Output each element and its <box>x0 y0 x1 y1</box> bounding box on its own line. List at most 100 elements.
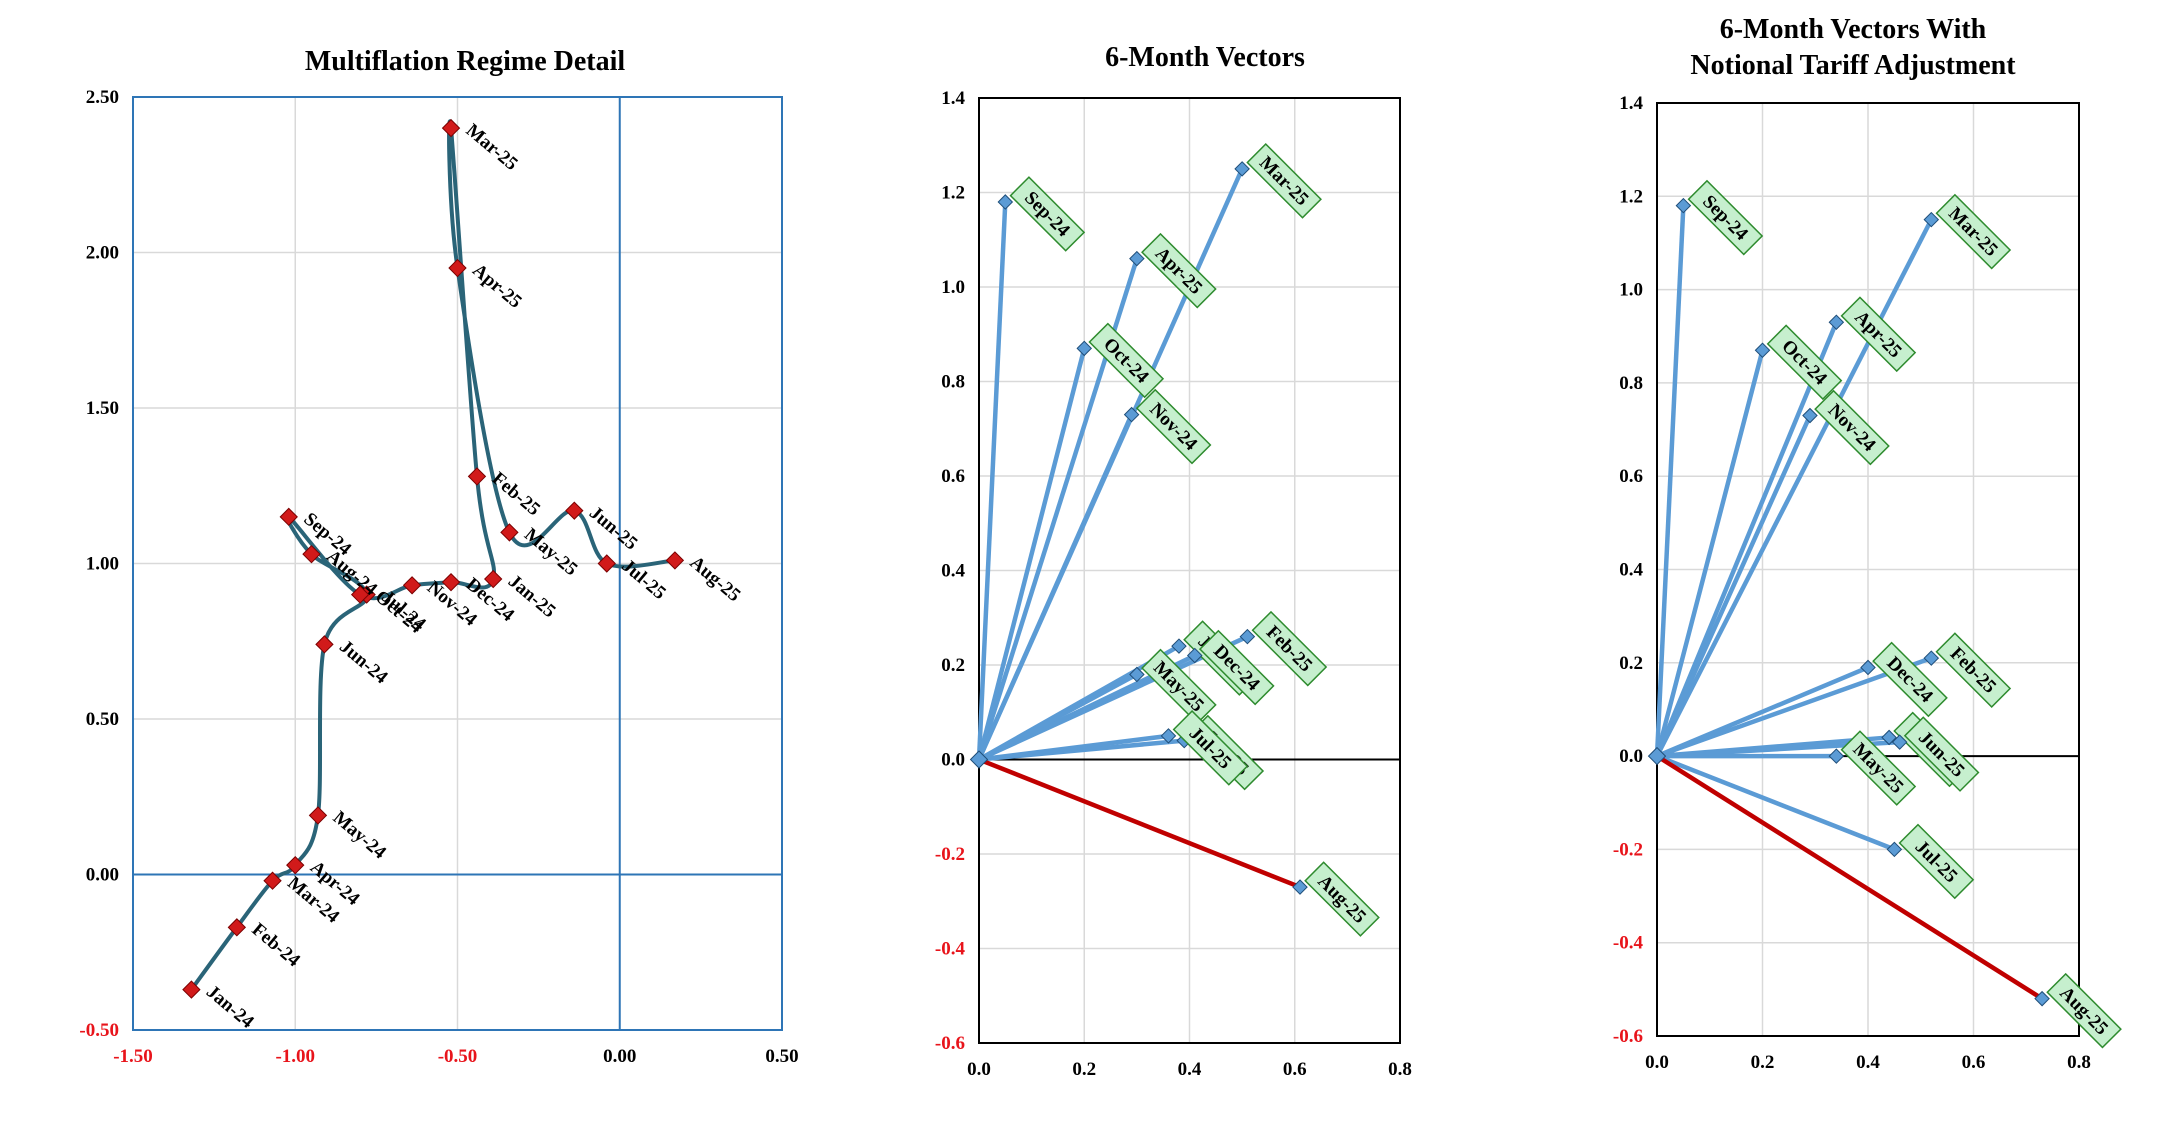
data-point <box>448 258 467 278</box>
chart-plot: 1.41.21.00.80.60.40.20.0-0.2-0.4-0.60.0 0… <box>935 88 1412 1080</box>
data-point <box>263 871 282 890</box>
y-tick-label: 0.2 <box>941 655 965 676</box>
data-label: Jun-25 <box>1903 716 1980 792</box>
y-tick-label: 1.50 <box>86 398 119 419</box>
vector-endpoint <box>2034 990 2050 1007</box>
plot-frame <box>978 97 1401 1044</box>
y-tick-label: 0.6 <box>941 466 965 487</box>
vector-line <box>977 672 1138 762</box>
data-label-box <box>1198 629 1275 706</box>
y-tick-label: 0.0 <box>1619 746 1643 767</box>
data-label-box <box>2046 972 2122 1049</box>
y-tick-label: -0.50 <box>79 1020 119 1041</box>
x-tick-label: 0.50 <box>765 1046 798 1067</box>
chart-six-month-vectors: 6-Month Vectors 1.4 1.2 1.0 0.8 0.6 0.4 0.2 0.0… <box>800 0 1500 1130</box>
data-label: Aug-25 <box>686 552 745 606</box>
data-label: Oct-24 <box>1088 322 1165 399</box>
x-tick-label: 0.4 <box>1856 1052 1880 1073</box>
data-label: May-25 <box>520 524 581 580</box>
chart-title-line: 6-Month Vectors With <box>1719 14 1987 45</box>
data-label-box <box>1135 388 1212 465</box>
vector-line <box>1655 754 2044 1001</box>
x-tick-label: 0.00 <box>603 1046 636 1067</box>
y-tick-label: 1.0 <box>941 277 965 298</box>
y-tick-label: 1.2 <box>941 183 965 204</box>
vector-endpoint <box>997 194 1014 210</box>
data-point <box>441 118 461 138</box>
y-tick-label: 0.4 <box>941 561 965 582</box>
data-label: Mar-25 <box>462 120 522 175</box>
chart-tariff-adjusted-vectors: 6-Month Vectors With Notional Tariff Adj… <box>1500 0 2166 1130</box>
data-point <box>227 918 247 937</box>
y-tick-label: 0.0 <box>941 750 965 771</box>
x-tick-label: 0.6 <box>1962 1052 1986 1073</box>
vector-endpoint <box>1923 211 1940 228</box>
data-label-box <box>1687 179 1764 256</box>
vector-endpoint <box>1186 647 1203 664</box>
data-point <box>565 501 584 520</box>
vector-line <box>1656 665 1869 759</box>
x-tick-label: 0.2 <box>1072 1059 1096 1080</box>
x-tick-label: 0.8 <box>1388 1059 1412 1080</box>
y-tick-label: 0.4 <box>1619 560 1643 581</box>
data-label: Sep-24 <box>1687 179 1764 256</box>
vector-line <box>976 347 1087 761</box>
y-tick-label: -0.4 <box>935 939 966 960</box>
data-label: Mar-25 <box>1246 143 1322 219</box>
y-tick-label: 1.00 <box>86 554 119 575</box>
data-label-box <box>1009 176 1086 252</box>
y-tick-label: 2.00 <box>86 243 119 264</box>
vector-line <box>1654 218 1934 758</box>
y-tick-label: 1.4 <box>1619 93 1643 114</box>
data-label-box <box>1246 143 1322 219</box>
y-tick-label: 0.6 <box>1619 466 1643 487</box>
origin-point <box>969 750 989 769</box>
y-tick-label: 0.8 <box>1619 373 1643 394</box>
vector-line <box>978 757 1301 890</box>
vector-line <box>1654 321 1839 757</box>
vector-endpoint <box>1160 728 1177 744</box>
data-label-box <box>1935 632 2012 708</box>
data-label: Aug-25 <box>1304 861 1380 937</box>
chart-title-line: Notional Tariff Adjustment <box>1690 50 2016 81</box>
data-point <box>441 572 461 592</box>
vector-endpoint <box>1129 250 1145 267</box>
vector-endpoint <box>1076 340 1093 357</box>
x-tick-label: 0.0 <box>1645 1052 1669 1073</box>
data-label-box <box>1903 716 1980 792</box>
data-point <box>467 467 487 486</box>
data-label: Apr-25 <box>1840 296 1917 373</box>
data-point <box>182 980 201 999</box>
chart-title: Multiflation Regime Detail <box>304 46 626 77</box>
data-point <box>402 576 422 595</box>
vector-endpoint <box>1129 666 1145 683</box>
x-tick-label: -0.50 <box>438 1046 478 1067</box>
vector-endpoint <box>1828 314 1845 331</box>
vector-line <box>1656 754 1896 852</box>
data-point <box>315 635 334 654</box>
chart-plot: 1.41.21.00.80.60.40.20.0-0.2-0.4-0.60.0 0… <box>1613 93 2122 1073</box>
origin-point <box>1647 746 1667 766</box>
data-label: Feb-25 <box>1251 610 1328 687</box>
vector-line <box>978 733 1169 762</box>
data-point <box>597 554 616 573</box>
vector-endpoint <box>1881 729 1897 746</box>
data-label-box <box>1840 296 1917 373</box>
vector-endpoint <box>1675 197 1692 214</box>
chart-title: 6-Month Vectors With Notional Tariff Adj… <box>1520 12 2166 84</box>
y-tick-label: 0.00 <box>86 865 119 886</box>
data-label-box <box>1898 823 1975 900</box>
data-label: Jun-24 <box>335 636 392 688</box>
chart-regime-detail: Multiflation Regime Detail 2.50 2.00 1.50 1… <box>0 0 800 1130</box>
data-label-box <box>1251 610 1328 687</box>
y-tick-label: 0.50 <box>86 709 119 730</box>
vector-endpoint <box>1923 650 1940 666</box>
vector-endpoint <box>1234 161 1250 177</box>
y-tick-label: 0.2 <box>1619 653 1643 674</box>
x-tick-label: 0.2 <box>1751 1052 1775 1073</box>
plot-frame <box>132 96 783 1031</box>
data-label: Jul-25 <box>1898 823 1975 900</box>
x-tick-label: -1.00 <box>275 1046 315 1067</box>
data-label: Aug-24 <box>322 546 381 600</box>
vector-endpoint <box>1860 659 1876 676</box>
